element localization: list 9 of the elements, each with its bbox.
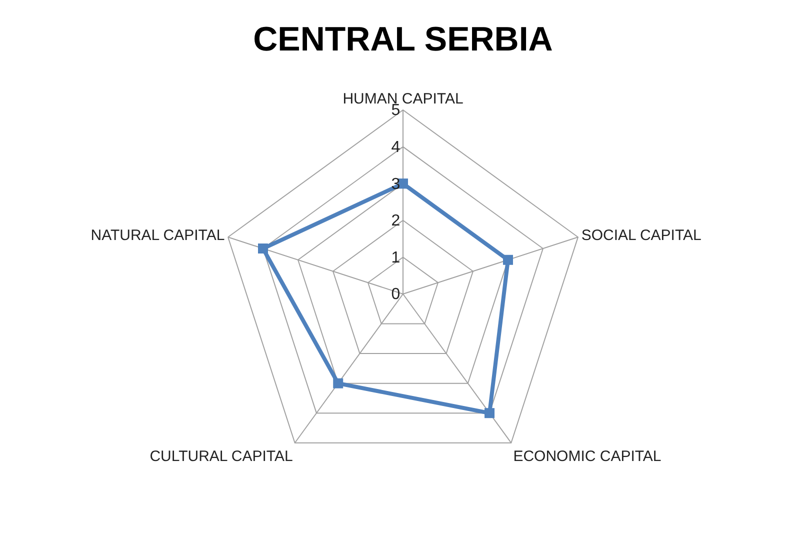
y-tick-label: 1 [391,249,400,266]
spoke-label: CULTURAL CAPITAL [150,448,293,465]
y-tick-label: 2 [391,212,400,230]
y-tick-label: 4 [391,139,400,156]
spoke-label: NATURAL CAPITAL [90,227,225,244]
spoke-label: SOCIAL CAPITAL [581,227,702,244]
spoke-label: ECONOMIC CAPITAL [513,448,662,465]
chart-title: CENTRAL SERBIA [253,20,553,59]
y-tick-label: 0 [391,286,400,304]
